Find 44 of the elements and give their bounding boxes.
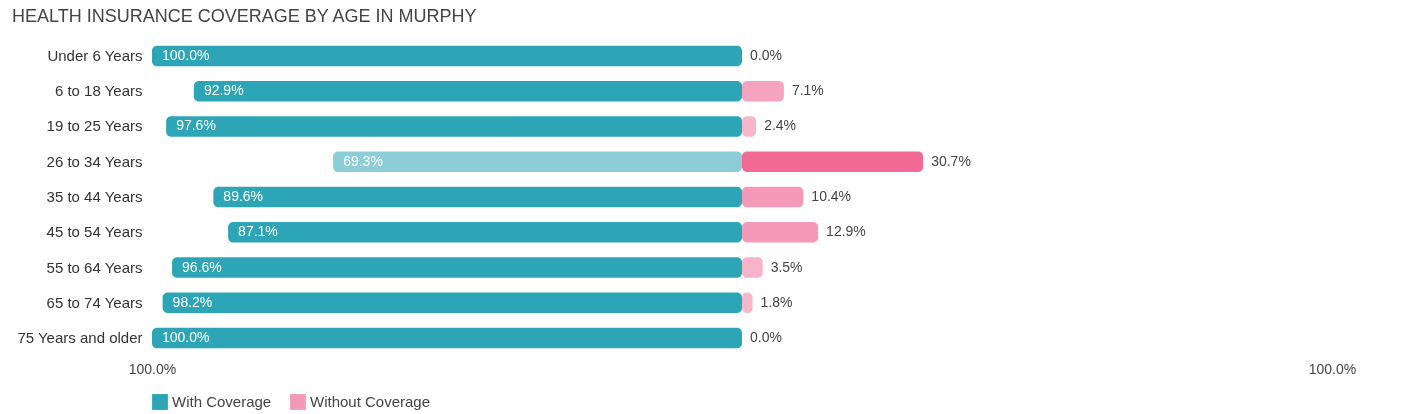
bar <box>152 45 742 67</box>
data-label: 92.9% <box>203 82 244 99</box>
data-label: 69.3% <box>343 152 383 169</box>
y-tick-label: 35 to 44 Years <box>46 188 143 205</box>
data-label: 87.1% <box>238 223 278 240</box>
data-label: 100.0% <box>162 329 210 346</box>
bar <box>213 186 742 208</box>
bar <box>742 186 804 208</box>
y-tick-label: 55 to 64 Years <box>46 258 143 276</box>
bar <box>193 81 742 102</box>
data-label: 3.5% <box>770 258 803 275</box>
data-label: 1.8% <box>760 293 793 310</box>
bar <box>742 257 763 278</box>
data-label: 98.2% <box>172 293 213 310</box>
y-tick-label: 6 to 18 Years <box>54 82 143 100</box>
data-label: 10.4% <box>811 188 852 204</box>
bar <box>228 222 742 243</box>
chart-title: HEALTH INSURANCE COVERAGE BY AGE IN MURPHY <box>12 6 477 26</box>
data-label: 89.6% <box>223 188 264 204</box>
bar <box>162 292 742 313</box>
y-tick-label: 19 to 25 Years <box>46 117 143 135</box>
data-label: 7.1% <box>791 82 824 99</box>
y-tick-label: 65 to 74 Years <box>46 293 143 311</box>
bar <box>166 116 742 137</box>
bar <box>742 151 924 172</box>
y-tick-label: Under 6 Years <box>47 46 143 64</box>
legend-label: With Coverage <box>172 393 272 410</box>
bar <box>742 222 819 243</box>
bar <box>333 151 742 172</box>
bar <box>152 327 742 349</box>
y-tick-label: 45 to 54 Years <box>46 223 143 241</box>
legend-label: Without Coverage <box>310 393 431 410</box>
data-label: 0.0% <box>750 46 782 63</box>
bar <box>172 257 742 278</box>
data-label: 100.0% <box>162 46 210 63</box>
data-label: 12.9% <box>826 223 866 240</box>
data-label: 0.0% <box>750 329 782 346</box>
y-tick-label: 75 Years and older <box>17 329 143 347</box>
bar <box>742 81 784 102</box>
data-label: 96.6% <box>182 258 222 275</box>
data-label: 30.7% <box>931 152 971 169</box>
y-tick-label: 26 to 34 Years <box>46 152 143 170</box>
data-label: 97.6% <box>176 117 216 134</box>
data-label: 2.4% <box>764 117 797 134</box>
